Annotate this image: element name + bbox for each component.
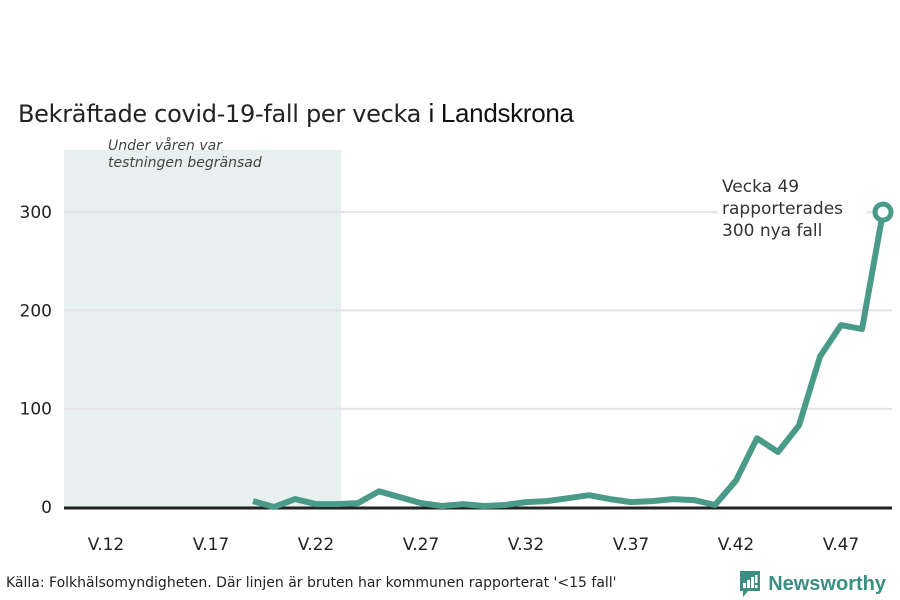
y-tick-label: 100: [20, 400, 52, 420]
shaded-region: [64, 150, 342, 507]
line-chart: Under våren var testningen begränsad 0 10…: [20, 137, 894, 555]
source-note: Källa: Folkhälsomyndigheten. Där linjen …: [6, 575, 617, 591]
y-tick-label: 0: [41, 498, 52, 518]
highlight-point: [872, 201, 894, 223]
y-tick-label: 200: [20, 301, 52, 321]
y-tick-label: 300: [20, 203, 52, 223]
series-line: [252, 211, 886, 510]
brand-name: Newsworthy: [768, 572, 886, 595]
chart-title: Bekräftade covid-19-fall per vecka i Lan…: [18, 98, 574, 129]
x-tick-label: V.42: [718, 535, 754, 555]
x-tick-label: V.37: [613, 535, 649, 555]
annotation-background: [718, 172, 866, 240]
shade-note-line-1: Under våren var: [108, 137, 223, 154]
shade-note-line-2: testningen begränsad: [108, 155, 262, 171]
x-tick-label: V.27: [403, 535, 439, 555]
x-tick-label: V.12: [88, 535, 124, 555]
x-tick-label: V.22: [298, 535, 334, 555]
chart-title-main: Bekräftade covid-19-fall per vecka: [18, 100, 422, 128]
annotation-line-3: 300 nya fall: [722, 221, 822, 241]
annotation-line-2: rapporterades: [722, 199, 843, 219]
bar-chart-logo-icon: [740, 571, 761, 597]
brand-logo: Newsworthy: [738, 570, 886, 598]
annotation-line-1: Vecka 49: [722, 177, 799, 197]
chart-title-place: i Landskrona: [428, 98, 574, 128]
x-tick-label: V.47: [823, 535, 859, 555]
x-tick-label: V.32: [508, 535, 544, 555]
x-tick-label: V.17: [193, 535, 229, 555]
